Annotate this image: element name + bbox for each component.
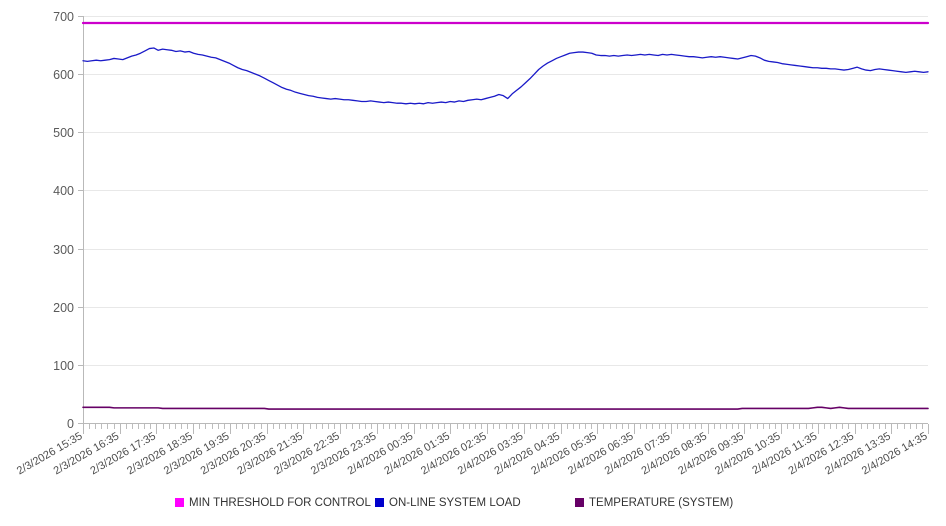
chart-legend: MIN THRESHOLD FOR CONTROL ON-LINE SYSTEM … <box>175 497 733 509</box>
legend-label-1: ON-LINE SYSTEM LOAD <box>389 497 521 509</box>
x-axis <box>83 423 929 434</box>
series-lines <box>81 21 930 410</box>
y-tick-label: 700 <box>53 10 74 24</box>
plot-background <box>83 16 928 423</box>
legend-label-0: MIN THRESHOLD FOR CONTROL <box>189 497 371 509</box>
series-line-1 <box>82 47 929 105</box>
y-tick-label: 200 <box>53 301 74 315</box>
y-tick-label: 300 <box>53 243 74 257</box>
y-tick-label: 400 <box>53 184 74 198</box>
legend-swatch-2 <box>575 498 584 507</box>
legend-label-2: TEMPERATURE (SYSTEM) <box>589 497 733 509</box>
x-tick-label: 2/4/2026 14:35 <box>860 430 930 477</box>
y-axis: 0 100 200 300 400 500 600 700 <box>53 10 84 431</box>
y-tick-label: 600 <box>53 68 74 82</box>
y-tick-label: 0 <box>67 417 74 431</box>
y-tick-label: 100 <box>53 359 74 373</box>
x-tick-labels: 2/3/2026 15:352/3/2026 16:352/3/2026 17:… <box>15 430 930 477</box>
y-tick-label: 500 <box>53 126 74 140</box>
legend-swatch-0 <box>175 498 184 507</box>
series-line-2 <box>82 406 929 410</box>
legend-swatch-1 <box>375 498 384 507</box>
grid-lines <box>83 16 928 366</box>
